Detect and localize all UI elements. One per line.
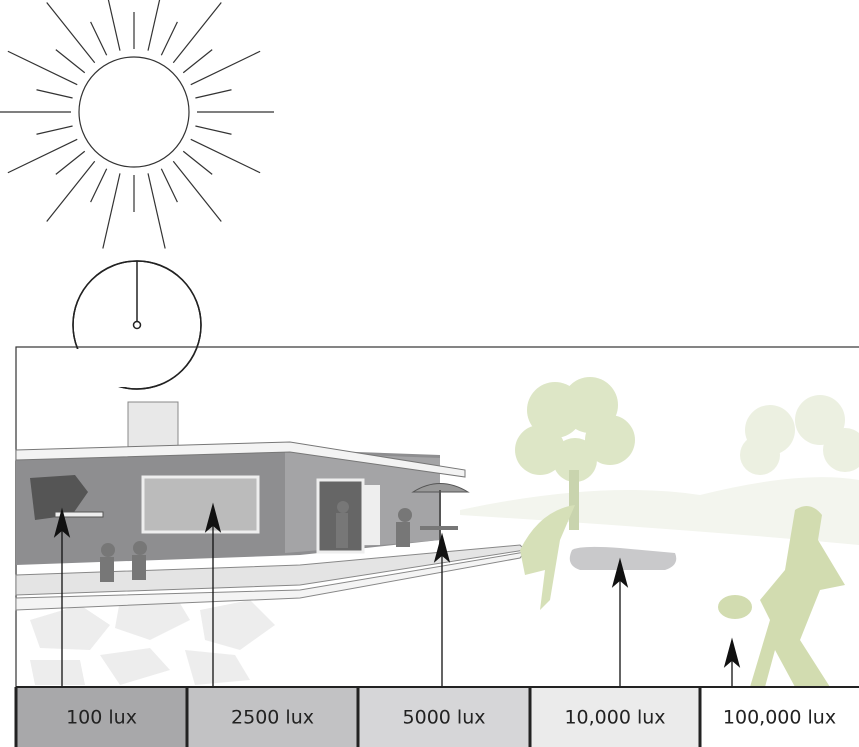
arrow-head	[204, 502, 222, 533]
sun-disc	[78, 56, 190, 168]
sun-ray	[7, 138, 78, 174]
scale-label: 5000 lux	[403, 707, 486, 729]
scene	[15, 260, 859, 747]
sun-ray	[195, 125, 232, 135]
meter-overlap	[72, 260, 202, 390]
sun-ray	[36, 125, 73, 135]
sun-ray	[195, 89, 232, 99]
sun	[0, 0, 274, 249]
paving	[30, 595, 275, 685]
sun-ray	[55, 150, 86, 175]
sun-ray	[147, 0, 161, 51]
scale-label: 10,000 lux	[564, 707, 665, 729]
mask	[18, 349, 138, 387]
sun-ray	[182, 49, 213, 74]
arrows	[53, 502, 741, 690]
sun-ray	[172, 2, 222, 64]
scale-box	[530, 687, 700, 747]
scale-box	[700, 687, 859, 747]
house	[15, 401, 527, 611]
scale-label: 100 lux	[66, 707, 137, 729]
sun-ray	[190, 138, 261, 174]
sun-ray	[90, 168, 108, 203]
sun-ray	[172, 160, 222, 222]
sun-ray	[160, 168, 178, 203]
sun-ray	[160, 21, 178, 56]
meter-pivot	[132, 320, 142, 330]
sun-ray	[190, 50, 261, 86]
scale-box	[16, 687, 187, 747]
arrow-head	[611, 557, 629, 588]
sun-ray	[90, 21, 108, 56]
sun-ray	[147, 173, 166, 249]
sun-ray	[182, 150, 213, 175]
garden	[460, 377, 859, 687]
scale-box	[358, 687, 530, 747]
sun-ray	[7, 50, 78, 86]
lux-scale: 100 lux 2500 lux 5000 lux 10,000 lux 100,000…	[14, 686, 859, 747]
sun-ray	[46, 160, 96, 222]
sun-ray	[102, 173, 121, 249]
scale-label: 2500 lux	[231, 707, 314, 729]
arrow-head	[433, 532, 451, 563]
sun-ray	[55, 49, 86, 74]
scale-label: 100,000 lux	[723, 707, 836, 729]
sun-ray	[46, 2, 96, 64]
arrow-head	[53, 507, 71, 538]
arrow-head	[723, 637, 741, 668]
sun-ray	[107, 0, 121, 51]
sun-ray	[36, 89, 73, 99]
scale-box	[187, 687, 358, 747]
